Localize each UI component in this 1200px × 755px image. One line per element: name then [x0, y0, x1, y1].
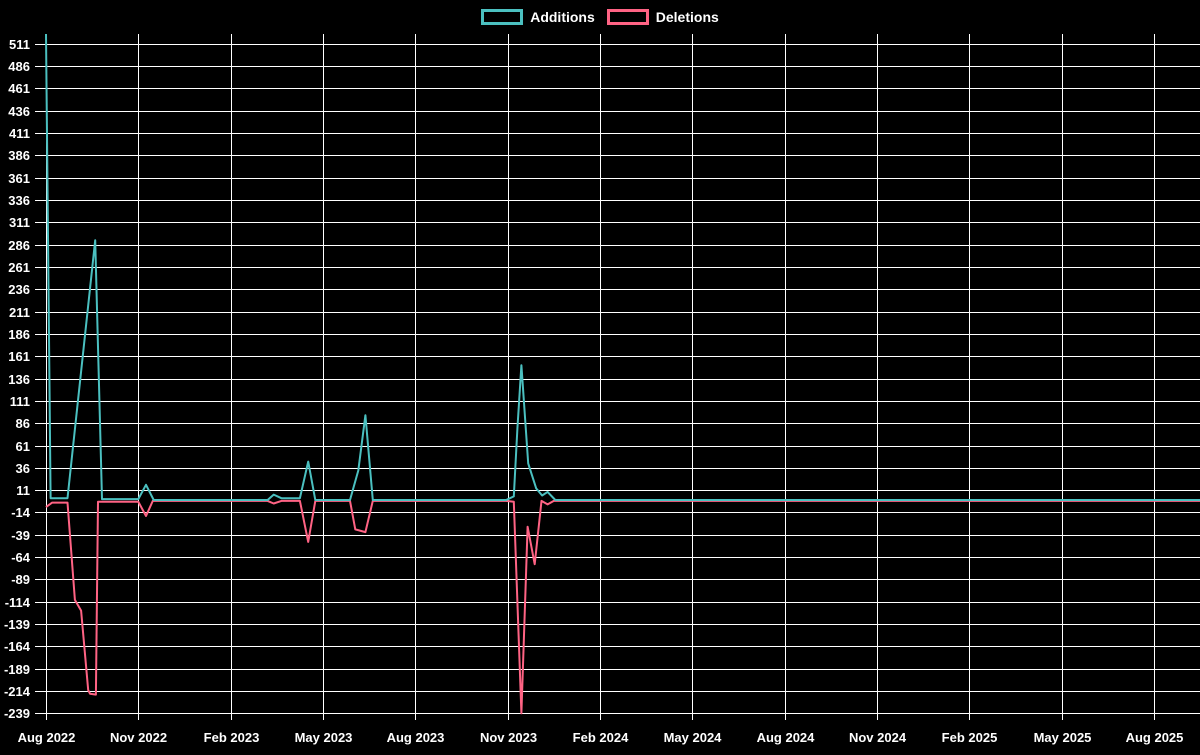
y-tick-label: 261	[8, 260, 30, 275]
y-tick-label: 411	[9, 126, 30, 141]
y-tick-label: 236	[8, 282, 30, 297]
x-tick-label: Aug 2024	[757, 730, 816, 745]
y-tick-label: -89	[11, 572, 30, 587]
legend-item-additions[interactable]: Additions	[481, 9, 595, 25]
x-tick-label: Nov 2022	[110, 730, 167, 745]
x-tick-label: Aug 2022	[18, 730, 76, 745]
x-tick-label: Feb 2025	[942, 730, 998, 745]
y-tick-label: 461	[8, 81, 30, 96]
y-tick-label: 61	[16, 439, 30, 454]
y-tick-label: 161	[8, 349, 30, 364]
y-tick-label: 286	[8, 238, 30, 253]
y-tick-label: 511	[9, 37, 30, 52]
y-tick-label: -214	[4, 684, 31, 699]
legend-label-additions: Additions	[530, 9, 595, 25]
x-tick-label: May 2023	[295, 730, 353, 745]
legend-item-deletions[interactable]: Deletions	[606, 9, 719, 25]
x-tick-label: May 2024	[664, 730, 723, 745]
y-tick-label: 311	[9, 215, 30, 230]
y-tick-label: 486	[8, 59, 30, 74]
x-tick-label: Feb 2024	[573, 730, 629, 745]
y-tick-label: 211	[9, 305, 30, 320]
y-tick-label: 336	[8, 193, 30, 208]
y-tick-label: 436	[8, 104, 30, 119]
y-tick-label: 86	[16, 416, 30, 431]
x-tick-label: Feb 2023	[204, 730, 260, 745]
y-tick-label: -114	[5, 595, 31, 610]
x-tick-label: May 2025	[1034, 730, 1092, 745]
y-tick-label: -39	[11, 528, 30, 543]
y-tick-label: -239	[4, 706, 30, 721]
y-tick-label: 136	[8, 372, 30, 387]
y-tick-label: -189	[4, 662, 30, 677]
deletions-swatch-icon	[606, 9, 649, 25]
y-tick-label: 11	[16, 483, 30, 498]
chart-legend: Additions Deletions	[0, 0, 1200, 34]
y-tick-label: 36	[16, 461, 30, 476]
x-tick-label: Nov 2023	[480, 730, 537, 745]
x-tick-label: Aug 2025	[1126, 730, 1184, 745]
y-tick-label: -164	[4, 639, 31, 654]
y-tick-label: 186	[8, 327, 30, 342]
additions-swatch-icon	[481, 9, 524, 25]
y-tick-label: 361	[8, 171, 30, 186]
x-tick-label: Aug 2023	[387, 730, 445, 745]
y-tick-label: 111	[10, 394, 30, 409]
y-tick-label: -64	[11, 550, 31, 565]
additions-line	[45, 33, 1200, 501]
y-tick-label: -14	[11, 505, 31, 520]
x-tick-label: Nov 2024	[849, 730, 907, 745]
y-tick-label: 386	[8, 148, 30, 163]
y-tick-label: -139	[4, 617, 30, 632]
legend-label-deletions: Deletions	[655, 9, 719, 25]
deletions-line	[45, 499, 1200, 715]
